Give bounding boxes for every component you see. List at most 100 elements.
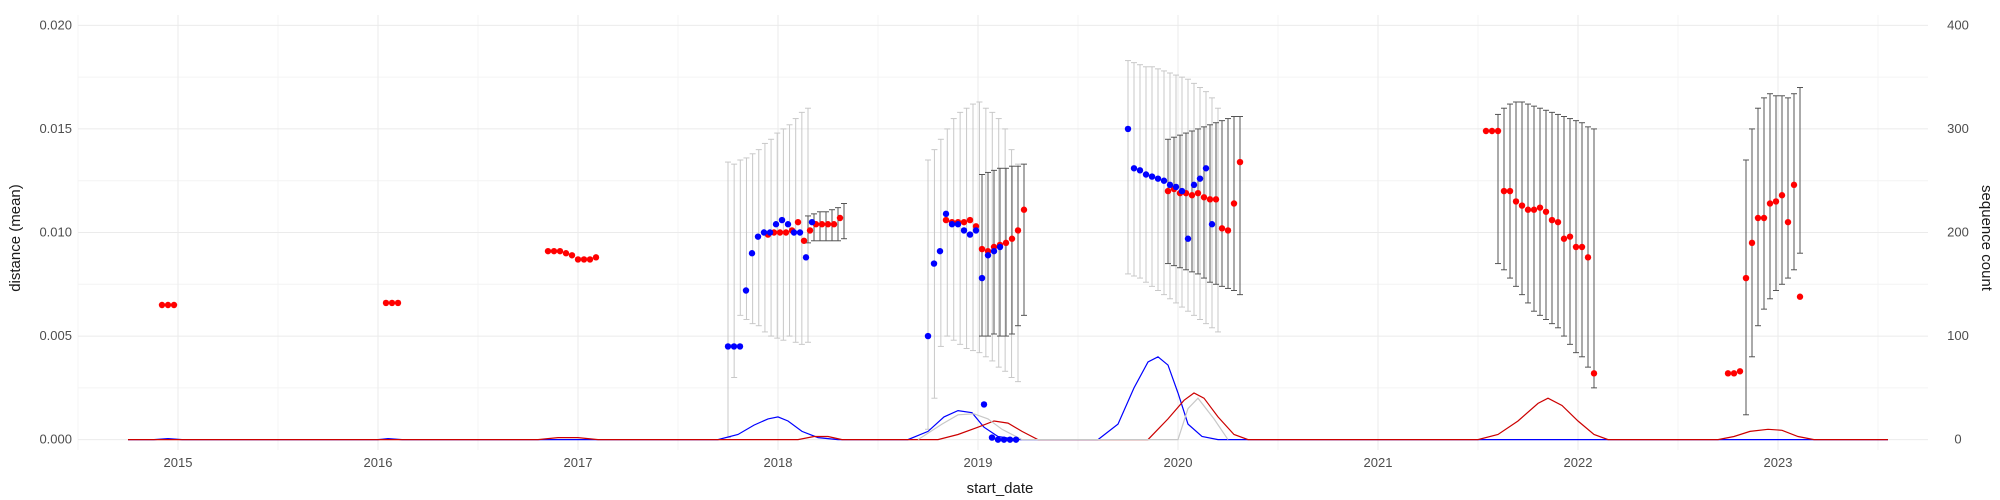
point-red xyxy=(1224,227,1232,234)
point-red xyxy=(580,256,588,263)
point-red xyxy=(1536,204,1544,211)
point-red xyxy=(1200,194,1208,201)
point-blue xyxy=(1190,181,1198,189)
point-red xyxy=(1482,127,1490,135)
point-red xyxy=(1164,187,1172,195)
point-blue xyxy=(778,216,786,224)
point-blue xyxy=(748,250,756,257)
point-blue xyxy=(972,227,980,234)
point-red xyxy=(1218,225,1226,232)
point-red xyxy=(1488,127,1496,135)
point-red xyxy=(1754,214,1762,222)
point-red xyxy=(818,221,826,228)
point-blue xyxy=(994,436,1002,443)
point-red xyxy=(1212,196,1220,203)
point-red xyxy=(1736,368,1744,375)
point-red xyxy=(544,247,552,255)
point-red xyxy=(586,256,594,263)
point-blue xyxy=(1012,436,1020,443)
point-blue xyxy=(1130,165,1138,172)
point-blue xyxy=(760,229,768,236)
x-tick-label: 2015 xyxy=(164,455,193,470)
error-bars xyxy=(725,60,1803,439)
point-red xyxy=(1506,187,1514,195)
point-red xyxy=(1188,192,1196,199)
point-red xyxy=(170,301,178,309)
point-blue xyxy=(924,332,932,340)
point-blue xyxy=(1196,175,1204,182)
point-red xyxy=(1194,189,1202,197)
y-tick-label: 0.005 xyxy=(39,328,72,343)
point-blue xyxy=(1142,171,1150,178)
point-red xyxy=(1742,274,1750,282)
point-red xyxy=(1008,235,1016,242)
point-blue xyxy=(1166,181,1174,189)
y-tick-label: 0.020 xyxy=(39,17,72,32)
point-blue xyxy=(988,434,996,441)
point-red xyxy=(824,221,832,228)
point-red xyxy=(830,221,838,228)
y2-tick-label: 400 xyxy=(1947,17,1969,32)
point-blue xyxy=(1184,235,1192,242)
point-red xyxy=(776,229,784,236)
point-red xyxy=(1572,243,1580,251)
point-red xyxy=(164,301,172,309)
point-blue xyxy=(1000,436,1008,443)
point-red xyxy=(1206,196,1214,203)
point-blue xyxy=(930,260,938,267)
point-blue xyxy=(1006,436,1014,443)
x-tick-label: 2018 xyxy=(764,455,793,470)
point-blue xyxy=(948,221,956,228)
point-red xyxy=(1530,206,1538,213)
x-axis-title: start_date xyxy=(967,480,1034,497)
point-red xyxy=(978,245,986,253)
point-red xyxy=(1724,370,1732,377)
point-red xyxy=(394,299,402,307)
point-red xyxy=(1772,198,1780,205)
point-red xyxy=(158,301,166,309)
point-red xyxy=(1512,198,1520,205)
point-red xyxy=(388,299,396,307)
point-blue xyxy=(772,221,780,228)
point-blue xyxy=(766,229,774,236)
x-tick-label: 2022 xyxy=(1564,455,1593,470)
grid-lines xyxy=(77,15,1928,450)
count-line-light xyxy=(917,397,1229,441)
x-tick-label: 2019 xyxy=(964,455,993,470)
point-blue xyxy=(742,287,750,294)
point-blue xyxy=(790,229,798,236)
x-tick-label: 2021 xyxy=(1364,455,1393,470)
point-blue xyxy=(936,247,944,255)
point-blue xyxy=(966,231,974,238)
point-red xyxy=(1748,239,1756,247)
y2-axis-title: sequence count xyxy=(1978,185,1995,292)
point-red xyxy=(1014,227,1022,234)
point-red xyxy=(1778,192,1786,199)
point-red xyxy=(1766,200,1774,207)
point-blue xyxy=(1148,173,1156,180)
point-red xyxy=(794,218,802,226)
point-red xyxy=(1560,235,1568,242)
y2-tick-label: 100 xyxy=(1947,328,1969,343)
y-tick-label: 0.015 xyxy=(39,121,72,136)
point-red xyxy=(1230,200,1238,207)
point-red xyxy=(836,214,844,222)
point-blue xyxy=(942,210,950,218)
x-tick-label: 2023 xyxy=(1764,455,1793,470)
point-red xyxy=(1790,181,1798,189)
point-blue xyxy=(802,254,810,261)
y2-tick-label: 300 xyxy=(1947,121,1969,136)
point-blue xyxy=(984,252,992,259)
point-red xyxy=(1494,127,1502,135)
point-red xyxy=(568,252,576,259)
point-blue xyxy=(960,227,968,234)
point-red xyxy=(960,218,968,226)
point-red xyxy=(1730,370,1738,377)
point-blue xyxy=(808,218,816,226)
point-red xyxy=(562,250,570,257)
point-red xyxy=(782,229,790,236)
point-red xyxy=(1236,158,1244,166)
point-red xyxy=(1500,187,1508,195)
